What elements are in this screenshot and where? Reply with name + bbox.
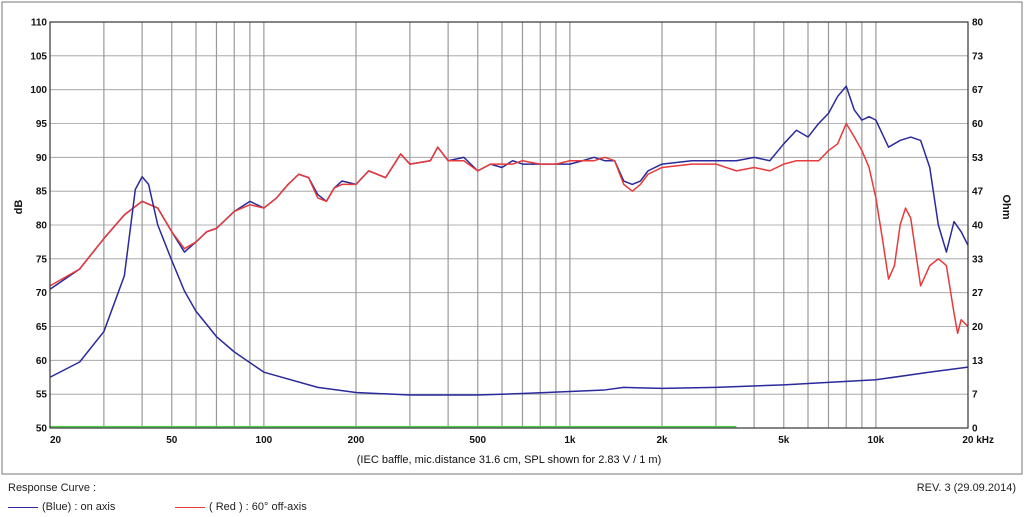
- y-left-tick-label: 90: [36, 153, 48, 164]
- y-right-tick-label: 27: [972, 288, 984, 299]
- x-tick-label: 20 kHz: [962, 435, 994, 446]
- y-left-tick-label: 60: [36, 356, 48, 367]
- tick-layer: 20 50 100 200 500 1k 2k 5k 10k 20 kHz505560657075…: [30, 18, 994, 447]
- y-left-tick-label: 95: [36, 119, 48, 130]
- y-right-tick-label: 7: [972, 390, 978, 401]
- y-left-tick-label: 110: [31, 18, 48, 29]
- measurement-note: (IEC baffle, mic.distance 31.6 cm, SPL s…: [357, 454, 661, 466]
- y-left-tick-label: 50: [36, 424, 48, 435]
- y-left-tick-label: 70: [36, 288, 48, 299]
- y-right-tick-label: 0: [972, 424, 978, 435]
- y-right-tick-label: 60: [972, 119, 984, 130]
- x-tick-label: 2k: [656, 435, 668, 446]
- legend-swatch-red: [175, 506, 205, 508]
- x-tick-label: 10k: [868, 435, 885, 446]
- y-right-tick-label: 33: [972, 254, 984, 265]
- y-right-tick-label: 53: [972, 153, 984, 164]
- y-left-tick-label: 80: [36, 221, 48, 232]
- y-right-tick-label: 20: [972, 322, 984, 333]
- y-right-tick-label: 13: [972, 356, 984, 367]
- y-right-tick-label: 73: [972, 51, 984, 62]
- y-left-tick-label: 100: [30, 85, 47, 96]
- y-left-tick-label: 65: [36, 322, 48, 333]
- y-left-tick-label: 55: [36, 390, 48, 401]
- outer-frame: [1, 1, 1023, 475]
- legend-swatch-blue: [8, 506, 38, 508]
- y-right-tick-label: 40: [972, 221, 984, 232]
- x-tick-label: 100: [256, 435, 273, 446]
- series-line-impedance: [49, 176, 969, 396]
- legend-off-axis-label: ( Red ) : 60° off-axis: [209, 501, 307, 513]
- legend-off-axis: ( Red ) : 60° off-axis: [175, 501, 307, 513]
- series-line-60-off-axis: [49, 122, 969, 335]
- y-axis-right-title: Ohm: [1000, 194, 1012, 219]
- y-left-tick-label: 85: [36, 187, 48, 198]
- series-layer: [49, 85, 969, 428]
- y-right-tick-label: 67: [972, 85, 984, 96]
- x-tick-label: 50: [166, 435, 178, 446]
- y-right-tick-label: 47: [972, 187, 984, 198]
- y-right-tick-label: 80: [972, 18, 984, 29]
- x-tick-label: 20: [50, 435, 62, 446]
- footer-title: Response Curve :: [8, 482, 97, 494]
- y-left-tick-label: 75: [36, 254, 48, 265]
- x-tick-label: 500: [469, 435, 486, 446]
- y-axis-left-title: dB: [13, 200, 25, 215]
- legend-on-axis-label: (Blue) : on axis: [42, 501, 116, 513]
- legend-on-axis: (Blue) : on axis: [8, 501, 115, 513]
- y-left-tick-label: 105: [30, 51, 47, 62]
- plot-frame: [49, 21, 969, 429]
- x-tick-label: 200: [348, 435, 365, 446]
- x-tick-label: 1k: [564, 435, 576, 446]
- x-tick-label: 5k: [778, 435, 790, 446]
- revision-label: REV. 3 (29.09.2014): [916, 482, 1016, 494]
